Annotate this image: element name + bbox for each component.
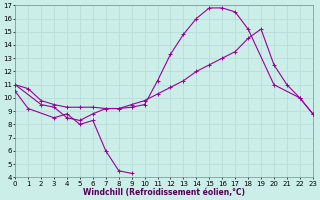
X-axis label: Windchill (Refroidissement éolien,°C): Windchill (Refroidissement éolien,°C) <box>83 188 245 197</box>
